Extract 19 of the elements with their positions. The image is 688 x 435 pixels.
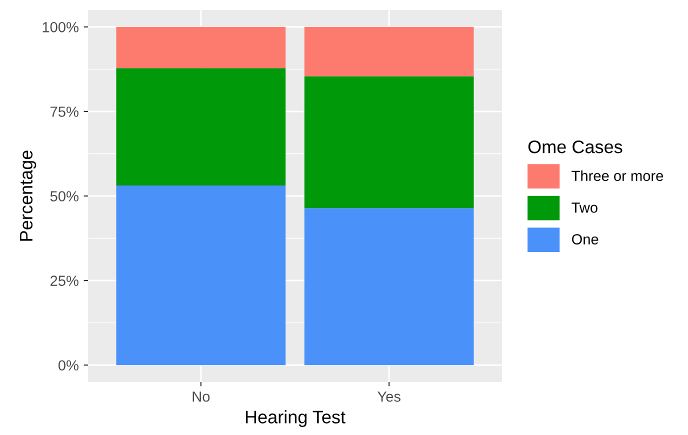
x-tick-label: Yes	[378, 392, 400, 402]
y-tick-label: 75%	[50, 106, 78, 117]
legend-label: One	[572, 234, 598, 244]
bar	[116, 68, 286, 186]
bar	[116, 186, 286, 366]
y-tick-label: 50%	[50, 191, 78, 202]
y-axis-title: Percentage	[20, 150, 36, 241]
x-tick-label: No	[192, 392, 210, 402]
bar	[304, 26, 474, 76]
legend-label: Two	[572, 202, 598, 213]
bar	[116, 26, 286, 68]
legend-label: Three or more	[572, 170, 664, 182]
x-axis-title: Hearing Test	[246, 410, 346, 428]
bar	[304, 208, 474, 366]
y-tick-label: 0%	[58, 360, 78, 371]
bar	[304, 76, 474, 208]
legend-title: Ome Cases	[528, 140, 622, 154]
y-tick-label: 25%	[50, 276, 78, 286]
y-tick-label: 100%	[42, 22, 78, 32]
